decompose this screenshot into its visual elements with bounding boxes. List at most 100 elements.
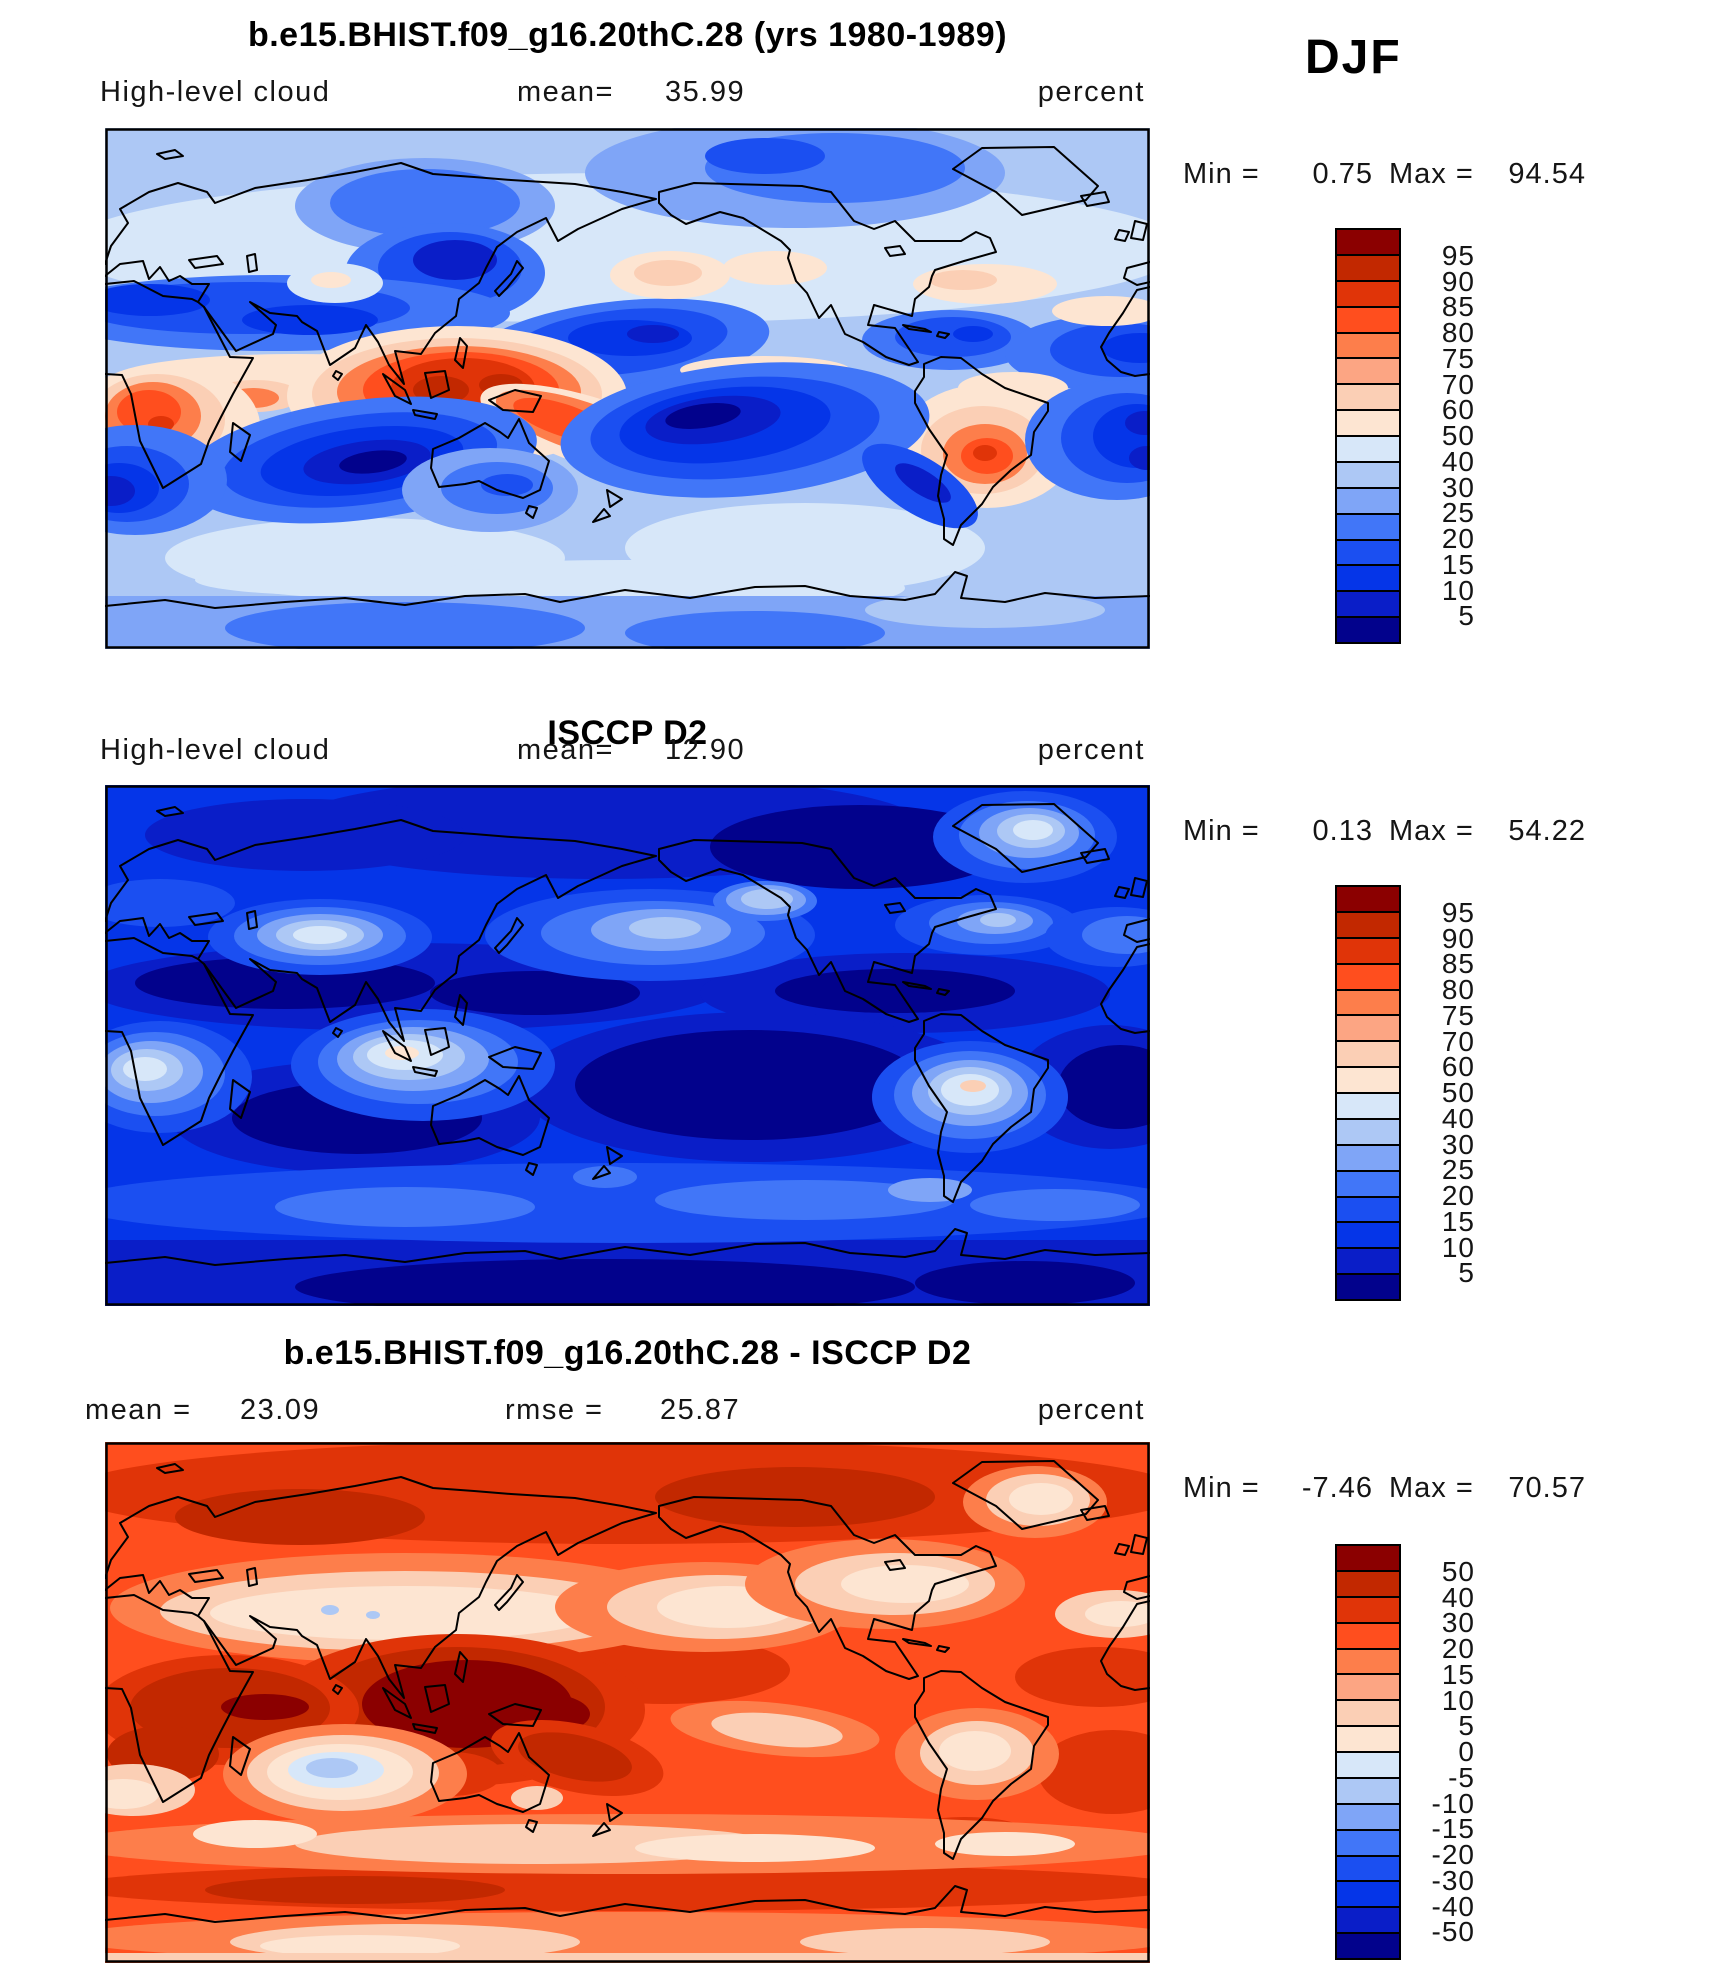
colorbar-cell	[1337, 1699, 1399, 1726]
panel-diff-mean-label: mean =	[85, 1394, 192, 1426]
colorbar-tick-label: -50	[1431, 1916, 1475, 1948]
colorbar-cell	[1337, 357, 1399, 384]
colorbar-tick-label: 30	[1441, 471, 1475, 503]
colorbar-tick-label: -30	[1431, 1864, 1475, 1896]
panel-model-mean-value: 35.99	[665, 76, 746, 108]
colorbar-cell	[1337, 1621, 1399, 1648]
panel-model-mean-label: mean=	[517, 76, 614, 108]
colorbar-cell	[1337, 1273, 1399, 1299]
panel-model-max-label: Max =	[1389, 158, 1474, 190]
colorbar-tick-label: 75	[1441, 999, 1475, 1031]
colorbar-cell	[1337, 1880, 1399, 1907]
colorbar-cell	[1337, 383, 1399, 410]
panel-model-variable: High-level cloud	[100, 76, 331, 108]
panel-diff-rmse-label: rmse =	[505, 1394, 604, 1426]
colorbar-tick-label: 5	[1458, 600, 1475, 632]
colorbar-tick-label: 90	[1441, 265, 1475, 297]
colorbar-tick-label: 0	[1458, 1736, 1475, 1767]
colorbar-cell	[1337, 538, 1399, 565]
colorbar-tick-label: 50	[1441, 1555, 1475, 1587]
colorbar-cell	[1337, 230, 1399, 254]
colorbar-tick-label: 40	[1441, 1102, 1475, 1134]
colorbar-cell	[1337, 1569, 1399, 1596]
colorbar-tick-label: -15	[1431, 1813, 1475, 1845]
colorbar-cell	[1337, 1647, 1399, 1674]
colorbar-cell	[1337, 1014, 1399, 1041]
colorbar-cell	[1337, 1906, 1399, 1933]
colorbar-cell	[1337, 1169, 1399, 1196]
colorbar-cell	[1337, 1802, 1399, 1829]
panel-obs-min-value: 0.13	[1312, 815, 1373, 847]
colorbar-cell	[1337, 1221, 1399, 1248]
colorbar-cell	[1337, 564, 1399, 591]
panel-model-max-value: 94.54	[1508, 158, 1586, 190]
colorbar-tick-label: 50	[1441, 1077, 1475, 1108]
colorbar-cell	[1337, 305, 1399, 332]
panel-diff-min-value: -7.46	[1301, 1472, 1373, 1504]
colorbar-cell	[1337, 1776, 1399, 1803]
colorbar-cell	[1337, 887, 1399, 911]
colorbar-cell	[1337, 616, 1399, 642]
colorbar-cell	[1337, 1195, 1399, 1222]
colorbar-tick-label: 5	[1458, 1257, 1475, 1289]
colorbar-cell	[1337, 1751, 1399, 1777]
colorbar-tick-label: 20	[1441, 1180, 1475, 1211]
panel-diff-min-label: Min =	[1183, 1472, 1260, 1504]
colorbar-cell	[1337, 279, 1399, 306]
panel-model-title: b.e15.BHIST.f09_g16.20thC.28 (yrs 1980-1…	[247, 16, 1008, 54]
colorbar-cell	[1337, 1854, 1399, 1881]
colorbar-cell	[1337, 1247, 1399, 1274]
colorbar-tick-label: -10	[1431, 1787, 1475, 1819]
colorbar-tick-label: 70	[1441, 1025, 1475, 1057]
colorbar-tick-label: 20	[1441, 1633, 1475, 1664]
colorbar-tick-label: 85	[1441, 948, 1475, 980]
panel-diff-rmse-value: 25.87	[660, 1394, 741, 1426]
colorbar-tick-label: -5	[1448, 1761, 1475, 1793]
colorbar-tick-label: -40	[1431, 1890, 1475, 1922]
colorbar-tick-label: 50	[1441, 420, 1475, 451]
colorbar-tick-label: 80	[1441, 974, 1475, 1005]
colorbar-model: 95 90 85 80 75 70 60 50 40 30 25 20 15 10 5	[1335, 228, 1545, 644]
colorbar-tick-label: 10	[1441, 1684, 1475, 1716]
colorbar-tick-label: 5	[1458, 1710, 1475, 1742]
colorbar-cell	[1337, 331, 1399, 358]
colorbar-tick-label: 30	[1441, 1128, 1475, 1160]
colorbar-tick-label: -20	[1431, 1839, 1475, 1870]
colorbar-cell	[1337, 1143, 1399, 1170]
colorbar-tick-label: 60	[1441, 394, 1475, 426]
colorbar-cell	[1337, 988, 1399, 1015]
colorbar-tick-label: 95	[1441, 896, 1475, 928]
panel-diff-units: percent	[1037, 1394, 1145, 1426]
colorbar-tick-label: 80	[1441, 317, 1475, 348]
colorbar-tick-label: 85	[1441, 291, 1475, 323]
colorbar-tick-label: 10	[1441, 1231, 1475, 1263]
colorbar-cell	[1337, 253, 1399, 280]
colorbar-obs: 95 90 85 80 75 70 60 50 40 30 25 20 15 10 5	[1335, 885, 1545, 1301]
panel-obs-max-value: 54.22	[1508, 815, 1586, 847]
colorbar-tick-label: 10	[1441, 574, 1475, 606]
panel-obs-max-label: Max =	[1389, 815, 1474, 847]
panel-diff-mean-value: 23.09	[240, 1394, 321, 1426]
panel-model-min-label: Min =	[1183, 158, 1260, 190]
panel-obs-title: ISCCP D2	[547, 714, 708, 752]
colorbar-cell	[1337, 409, 1399, 435]
colorbar-cell	[1337, 1595, 1399, 1622]
colorbar-tick-label: 25	[1441, 1154, 1475, 1186]
colorbar-cell	[1337, 1040, 1399, 1067]
colorbar-diff: 50 40 30 20 15 10 5 0 -5 -10 -15 -20 -30 -40 -50	[1335, 1544, 1545, 1960]
colorbar-cell	[1337, 1066, 1399, 1092]
colorbar-cell	[1337, 435, 1399, 461]
colorbar-tick-label: 60	[1441, 1051, 1475, 1083]
colorbar-tick-label: 15	[1441, 1658, 1475, 1690]
panel-diff-max-value: 70.57	[1508, 1472, 1586, 1504]
colorbar-cell	[1337, 1828, 1399, 1855]
colorbar-tick-label: 20	[1441, 523, 1475, 554]
colorbar-tick-label: 15	[1441, 1205, 1475, 1237]
colorbar-tick-label: 70	[1441, 368, 1475, 400]
colorbar-cell	[1337, 1932, 1399, 1958]
panel-model-units: percent	[1037, 76, 1145, 108]
panel-obs-min-label: Min =	[1183, 815, 1260, 847]
colorbar-tick-label: 75	[1441, 342, 1475, 374]
season-label: DJF	[1305, 31, 1402, 84]
